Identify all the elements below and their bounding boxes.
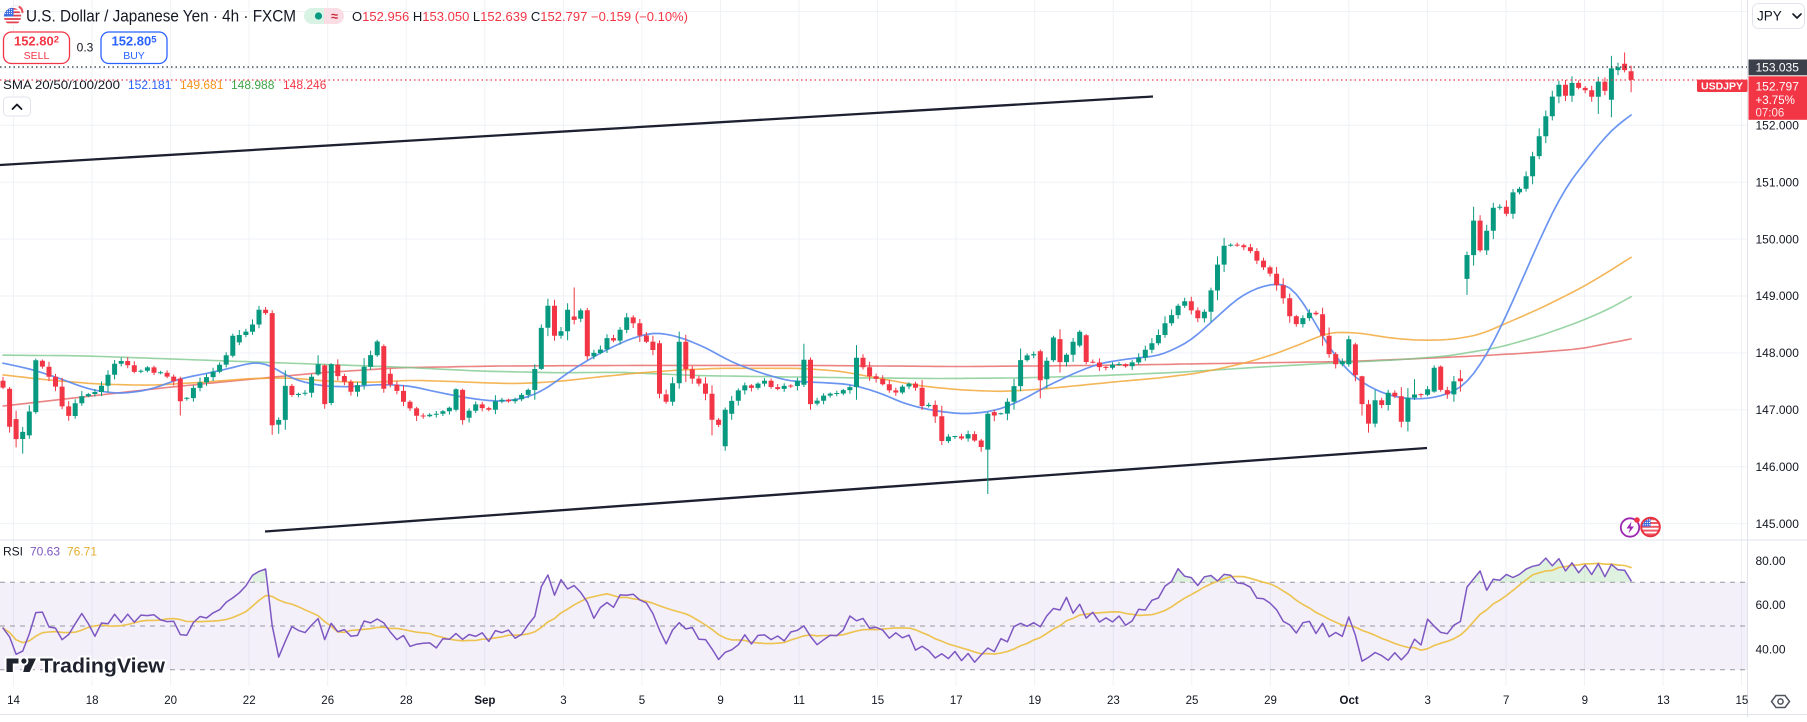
svg-text:28: 28 [400,695,413,707]
svg-text:152.797: 152.797 [1756,80,1800,94]
svg-text:19: 19 [1028,695,1041,707]
svg-text:17: 17 [950,695,963,707]
svg-text:TradingView: TradingView [40,656,165,678]
svg-text:Sep: Sep [474,695,495,707]
svg-text:147.000: 147.000 [1756,403,1800,417]
svg-text:29: 29 [1264,695,1277,707]
svg-text:≈: ≈ [331,9,338,24]
svg-text:07:06: 07:06 [1756,108,1785,120]
svg-text:USDJPY: USDJPY [1701,80,1743,92]
svg-text:SMA 20/50/100/200: SMA 20/50/100/200 [3,78,120,92]
svg-text:0.3: 0.3 [77,41,94,55]
svg-text:76.71: 76.71 [67,545,97,559]
svg-text:150.000: 150.000 [1756,232,1800,246]
svg-text:3: 3 [1424,695,1430,707]
svg-text:14: 14 [7,695,20,707]
svg-text:SELL: SELL [24,50,50,62]
svg-text:148.000: 148.000 [1756,346,1800,360]
svg-text:25: 25 [1186,695,1199,707]
svg-text:BUY: BUY [123,50,145,62]
svg-text:22: 22 [243,695,256,707]
svg-text:11: 11 [793,695,805,707]
svg-text:149.681: 149.681 [180,78,224,92]
svg-text:JPY: JPY [1757,9,1782,24]
svg-text:146.000: 146.000 [1756,460,1800,474]
svg-text:18: 18 [86,695,99,707]
svg-text:20: 20 [164,695,177,707]
svg-text:+3.75%: +3.75% [1756,95,1795,107]
svg-text:152.181: 152.181 [128,78,172,92]
svg-text:U.S. Dollar / Japanese Yen · 4: U.S. Dollar / Japanese Yen · 4h · FXCM [26,7,296,26]
svg-text:RSI: RSI [3,545,23,559]
svg-text:13: 13 [1657,695,1670,707]
svg-text:9: 9 [717,695,723,707]
svg-text:151.000: 151.000 [1756,175,1800,189]
svg-text:148.246: 148.246 [283,78,327,92]
svg-text:80.00: 80.00 [1756,554,1786,568]
svg-text:40.00: 40.00 [1756,642,1786,656]
svg-text:5: 5 [639,695,645,707]
svg-text:15: 15 [871,695,884,707]
svg-text:Oct: Oct [1340,695,1359,707]
svg-text:15: 15 [1736,695,1749,707]
svg-text:26: 26 [321,695,334,707]
svg-text:148.988: 148.988 [231,78,275,92]
svg-text:7: 7 [1503,695,1509,707]
svg-text:152.805: 152.805 [111,34,157,49]
svg-text:70.63: 70.63 [30,545,60,559]
svg-text:145.000: 145.000 [1756,517,1800,531]
svg-text:23: 23 [1107,695,1120,707]
svg-text:149.000: 149.000 [1756,289,1800,303]
svg-text:153.035: 153.035 [1756,61,1800,75]
svg-text:60.00: 60.00 [1756,598,1786,612]
svg-text:152.000: 152.000 [1756,119,1800,133]
svg-text:9: 9 [1582,695,1588,707]
svg-text:3: 3 [560,695,566,707]
svg-text:O152.956 H153.050 L152.639 C15: O152.956 H153.050 L152.639 C152.797 −0.1… [352,10,688,24]
svg-text:152.802: 152.802 [14,34,59,49]
